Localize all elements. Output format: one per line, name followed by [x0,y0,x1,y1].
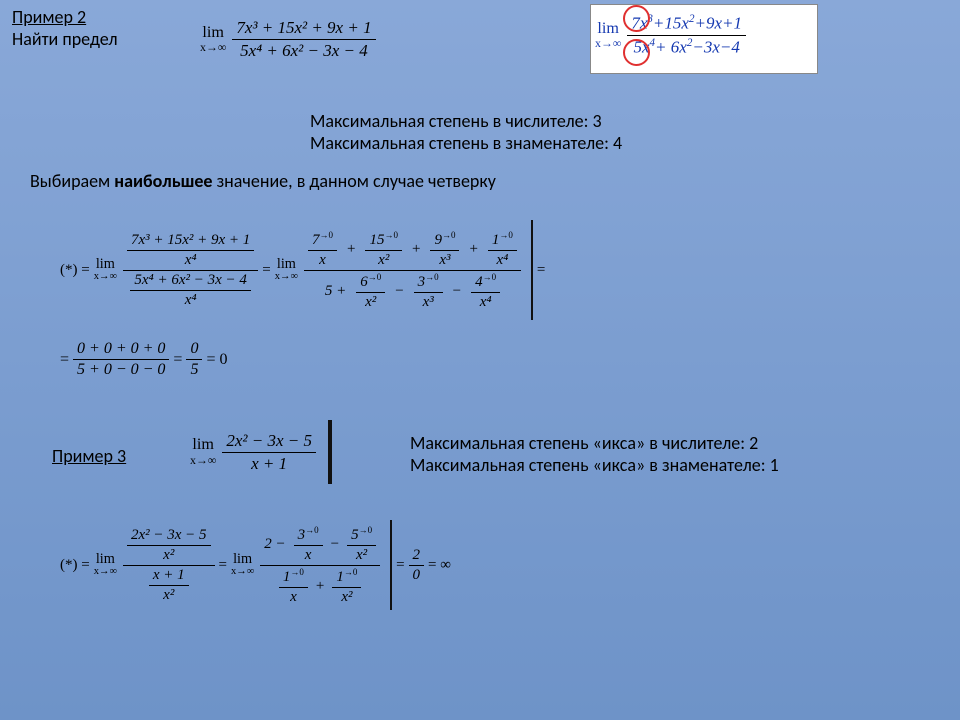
formula3: limx→∞ 2x² − 3x − 5 x + 1 [190,420,332,484]
slide: { "header": { "example2_title": "Пример … [0,0,960,720]
formula1: limx→∞ 7x³ + 15x² + 9x + 1 5x⁴ + 6x² − 3… [200,18,376,61]
example2-title: Пример 2 [12,6,86,28]
degree-num-line: Максимальная степень в числителе: 3 [310,110,602,132]
example3-title: Пример 3 [52,445,126,467]
find-limit-label: Найти предел [12,28,118,50]
choose-max-line: Выбираем наибольшее значение, в данном с… [30,170,496,192]
circle-icon [623,39,650,66]
ex3-degree-num: Максимальная степень «икса» в числителе:… [410,432,758,454]
hint-image-box: limx→∞ 7x3+15x2+9x+1 5x4+ 6x2−3x−4 [590,4,818,74]
ex3-degree-den: Максимальная степень «икса» в знаменател… [410,454,779,476]
circle-icon [623,5,650,32]
calc2-line1: (*) = limx→∞ 7x³ + 15x² + 9x + 1x⁴ 5x⁴ +… [60,220,545,320]
calc2-line2: = 0 + 0 + 0 + 0 5 + 0 − 0 − 0 = 0 5 = 0 [60,340,227,379]
calc3-line: (*) = limx→∞ 2x² − 3x − 5x² x + 1x² = li… [60,520,451,610]
degree-den-line: Максимальная степень в знаменателе: 4 [310,132,622,154]
